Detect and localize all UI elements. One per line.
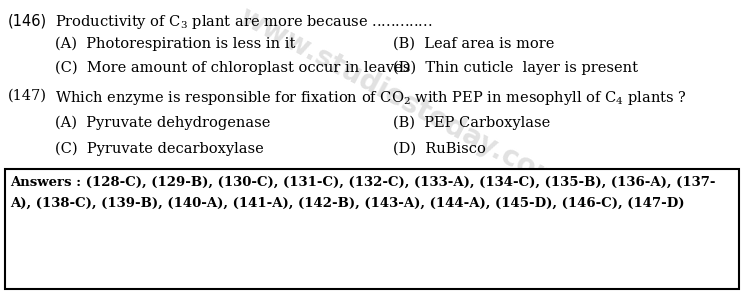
Text: (B)  PEP Carboxylase: (B) PEP Carboxylase <box>393 116 551 131</box>
Text: Answers : (128-C), (129-B), (130-C), (131-C), (132-C), (133-A), (134-C), (135-B): Answers : (128-C), (129-B), (130-C), (13… <box>10 176 716 189</box>
Text: www.studiestoday.com: www.studiestoday.com <box>234 2 566 196</box>
Text: Which enzyme is responsible for fixation of $\mathregular{CO_2}$ with PEP in mes: Which enzyme is responsible for fixation… <box>55 89 687 107</box>
Text: (D)  RuBisco: (D) RuBisco <box>393 142 486 156</box>
Text: (A)  Pyruvate dehydrogenase: (A) Pyruvate dehydrogenase <box>55 116 270 131</box>
Text: Productivity of $\mathregular{C_3}$ plant are more because .............: Productivity of $\mathregular{C_3}$ plan… <box>55 13 432 31</box>
FancyBboxPatch shape <box>5 169 739 289</box>
Text: (146): (146) <box>8 13 47 28</box>
Text: A), (138-C), (139-B), (140-A), (141-A), (142-B), (143-A), (144-A), (145-D), (146: A), (138-C), (139-B), (140-A), (141-A), … <box>10 197 684 210</box>
Text: (B)  Leaf area is more: (B) Leaf area is more <box>393 37 554 51</box>
Text: (D)  Thin cuticle  layer is present: (D) Thin cuticle layer is present <box>393 61 638 75</box>
Text: (A)  Photorespiration is less in it: (A) Photorespiration is less in it <box>55 37 295 51</box>
Text: (C)  Pyruvate decarboxylase: (C) Pyruvate decarboxylase <box>55 142 264 156</box>
Text: (147): (147) <box>8 89 47 103</box>
Text: (C)  More amount of chloroplast occur in leaves: (C) More amount of chloroplast occur in … <box>55 61 411 75</box>
